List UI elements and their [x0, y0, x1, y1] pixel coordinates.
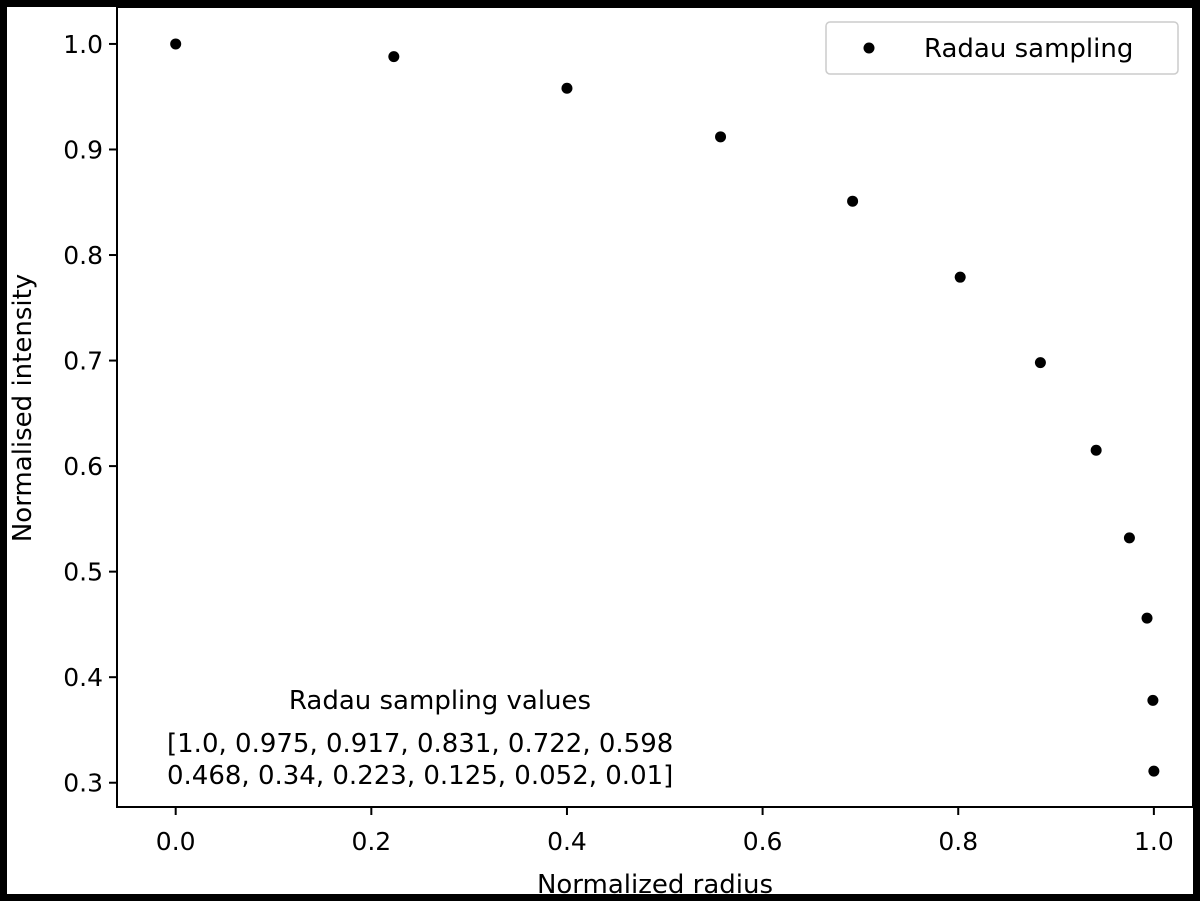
annotation-line-2: 0.468, 0.34, 0.223, 0.125, 0.052, 0.01] — [167, 761, 673, 791]
x-tick-label: 0.4 — [547, 827, 587, 856]
y-tick-label: 0.4 — [63, 663, 103, 692]
y-tick-label: 0.3 — [63, 769, 103, 798]
annotation-line-1: [1.0, 0.975, 0.917, 0.831, 0.722, 0.598 — [167, 729, 673, 759]
y-tick-label: 0.8 — [63, 241, 103, 270]
data-point — [388, 51, 400, 63]
annotation: Radau sampling values [1.0, 0.975, 0.917… — [167, 686, 673, 791]
x-tick-label: 0.0 — [156, 827, 196, 856]
data-point — [561, 82, 573, 94]
y-tick-label: 0.7 — [63, 347, 103, 376]
data-point — [954, 271, 966, 283]
legend: Radau sampling — [825, 21, 1179, 75]
x-tick-label: 1.0 — [1134, 827, 1174, 856]
data-point — [847, 195, 859, 207]
legend-marker — [863, 42, 875, 54]
data-point — [715, 131, 727, 143]
x-axis-label: Normalized radius — [537, 870, 773, 900]
data-point — [1123, 532, 1135, 544]
x-tick-label: 0.2 — [351, 827, 391, 856]
y-tick-label: 0.9 — [63, 135, 103, 164]
y-axis-label: Normalised intensity — [8, 274, 38, 542]
data-point — [1090, 444, 1102, 456]
data-point — [1034, 357, 1046, 369]
data-point — [170, 38, 182, 50]
data-point — [1147, 694, 1159, 706]
data-point — [1148, 765, 1160, 777]
data-series — [170, 38, 1160, 777]
y-tick-label: 0.6 — [63, 452, 103, 481]
legend-box — [825, 21, 1179, 75]
y-tick-label: 0.5 — [63, 558, 103, 587]
x-tick-label: 0.8 — [938, 827, 978, 856]
x-axis: 0.0 0.2 0.4 0.6 0.8 1.0 — [156, 807, 1174, 856]
y-axis: 0.3 0.4 0.5 0.6 0.7 0.8 0.9 1.0 — [63, 30, 117, 798]
y-tick-label: 1.0 — [63, 30, 103, 59]
x-tick-label: 0.6 — [743, 827, 783, 856]
data-point — [1141, 612, 1153, 624]
legend-label: Radau sampling — [924, 34, 1133, 64]
annotation-title: Radau sampling values — [289, 686, 591, 716]
plot-area — [116, 7, 1193, 808]
